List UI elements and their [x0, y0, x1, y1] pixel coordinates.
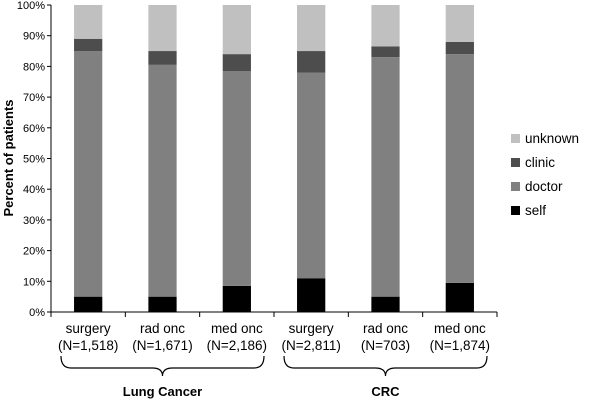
y-tick-label: 20% — [23, 246, 45, 258]
y-tick-label: 70% — [23, 92, 45, 104]
bar-segment-self — [148, 296, 177, 312]
bar-segment-doctor — [148, 64, 177, 297]
category-label: med onc — [434, 321, 486, 336]
y-tick-label: 10% — [23, 276, 45, 288]
bar-segment-clinic — [371, 46, 400, 58]
legend-swatch-doctor — [511, 182, 520, 191]
bar-segment-self — [371, 296, 400, 312]
group-label: Lung Cancer — [123, 384, 202, 399]
y-tick-label: 30% — [23, 215, 45, 227]
y-tick-label: 80% — [23, 61, 45, 73]
bar-segment-unknown — [371, 5, 400, 47]
category-label: rad onc — [140, 321, 185, 336]
y-axis-title: Percent of patients — [1, 99, 16, 216]
category-labels: surgery (N=1,518) rad onc (N=1,671) med onc (… — [58, 321, 490, 353]
category-count-label: (N=1,874) — [430, 338, 490, 353]
bar-segment-self — [222, 285, 251, 312]
bar-segment-doctor — [445, 54, 474, 283]
legend-swatch-unknown — [511, 134, 520, 143]
legend-label-unknown: unknown — [525, 131, 579, 146]
category-label: surgery — [289, 321, 334, 336]
legend-swatch-clinic — [511, 158, 520, 167]
bar-segment-unknown — [148, 5, 177, 52]
group-labels: Lung Cancer CRC — [60, 355, 488, 399]
category-count-label: (N=1,518) — [58, 338, 118, 353]
y-tick-label: 0% — [29, 307, 45, 319]
bar-segment-doctor — [222, 71, 251, 286]
group-brace — [60, 355, 265, 377]
category-label: surgery — [66, 321, 111, 336]
y-tick-label: 60% — [23, 123, 45, 135]
bar-segment-doctor — [371, 57, 400, 297]
bar-segment-clinic — [148, 51, 177, 65]
legend-label-doctor: doctor — [525, 179, 563, 194]
bar-segment-clinic — [74, 38, 103, 52]
bar-segment-unknown — [222, 5, 251, 55]
y-axis-ticks: 0% 10% 20% 30% 40% 50% 60% 70% 80% 90% 100% — [17, 0, 51, 319]
legend: unknown clinic doctor self — [511, 131, 579, 218]
bar-segment-clinic — [222, 54, 251, 72]
category-count-label: (N=703) — [361, 338, 410, 353]
y-axis-label: Percent of patients — [1, 99, 16, 216]
bar-segment-clinic — [297, 51, 326, 73]
y-tick-label: 40% — [23, 184, 45, 196]
bar-segment-self — [445, 282, 474, 312]
bar-segment-self — [74, 296, 103, 312]
legend-label-self: self — [525, 203, 546, 218]
bar-segment-unknown — [297, 5, 326, 52]
y-tick-label: 50% — [23, 154, 45, 166]
bar-segment-doctor — [297, 72, 326, 279]
group-brace — [283, 355, 488, 377]
bar-segment-self — [297, 278, 326, 312]
bars — [74, 5, 474, 312]
axes — [50, 5, 498, 317]
bar-segment-unknown — [74, 5, 103, 39]
category-count-label: (N=1,671) — [132, 338, 192, 353]
category-label: med onc — [211, 321, 263, 336]
bar-segment-unknown — [445, 5, 474, 42]
bar-segment-clinic — [445, 41, 474, 55]
legend-label-clinic: clinic — [525, 155, 555, 170]
legend-swatch-self — [511, 206, 520, 215]
category-count-label: (N=2,811) — [281, 338, 340, 353]
y-tick-label: 90% — [23, 31, 45, 43]
y-tick-label: 100% — [17, 0, 45, 12]
group-label: CRC — [371, 384, 400, 399]
bar-segment-doctor — [74, 51, 103, 297]
category-label: rad onc — [363, 321, 408, 336]
category-count-label: (N=2,186) — [207, 338, 267, 353]
